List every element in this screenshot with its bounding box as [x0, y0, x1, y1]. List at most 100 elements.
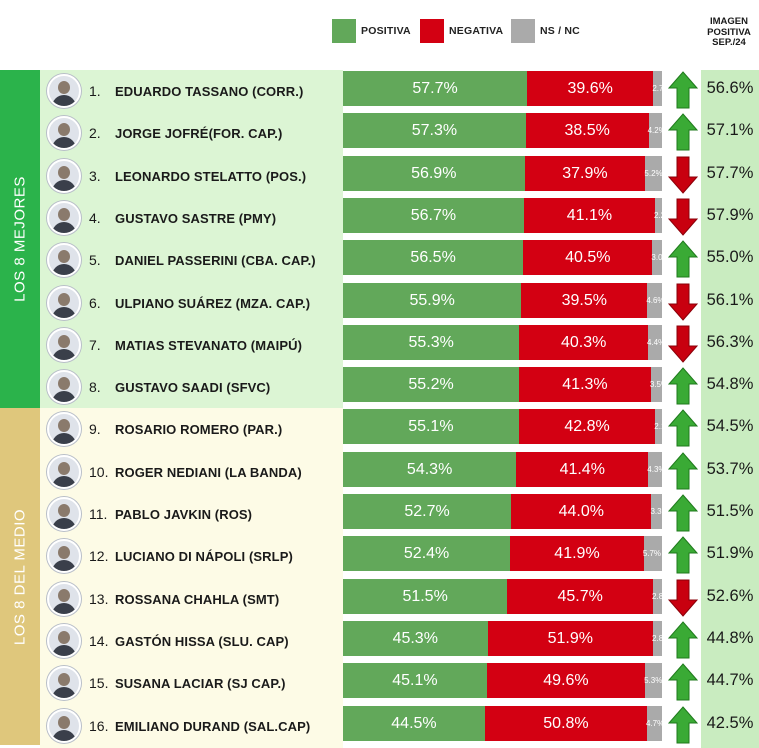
imagen-positiva-value: 44.7%	[706, 671, 754, 690]
legend-label-positiva: POSITIVA	[361, 25, 411, 37]
data-label-positiva: 57.7%	[412, 80, 458, 97]
avatar	[47, 116, 81, 151]
avatar-body	[52, 95, 76, 106]
chart-row: 15. SUSANA LACIAR (SJ CAP.) 45.1% 49.6% 5.3%…	[0, 662, 759, 706]
header-line-1: IMAGEN	[710, 16, 748, 27]
row-background	[40, 619, 343, 663]
data-label-nsnc: 4.7%	[646, 718, 665, 728]
avatar	[47, 327, 81, 362]
imagen-positiva-value: 44.8%	[706, 628, 754, 647]
row-background	[40, 196, 343, 240]
avatar-body	[52, 602, 76, 614]
avatar	[47, 497, 81, 531]
trend-up-arrow-icon	[668, 113, 698, 151]
imagen-positiva-value: 42.5%	[706, 713, 754, 732]
data-label-positiva: 55.2%	[408, 376, 454, 394]
chart-row: 10. ROGER NEDIANI (LA BANDA) 54.3% 41.4% 4.3…	[0, 450, 759, 494]
imagen-positiva-cell: 51.9%	[701, 535, 759, 579]
bar-segment-nsnc: 4.6%	[646, 282, 665, 318]
bar-segment-nsnc: 4.2%	[648, 113, 666, 149]
chart-row: 12. LUCIANO DI NÁPOLI (SRLP) 52.4% 41.9% 5.7…	[0, 535, 759, 579]
row-background	[40, 577, 343, 621]
stacked-bar: 57.7% 39.6% 2.7%	[343, 71, 671, 106]
imagen-positiva-value: 56.3%	[706, 332, 754, 351]
avatar-body	[52, 221, 76, 233]
imagen-positiva-value: 53.7%	[706, 459, 754, 478]
rank-label: 1.	[89, 83, 101, 99]
imagen-positiva-value: 57.9%	[706, 205, 754, 224]
data-label-positiva: 44.5%	[391, 714, 437, 732]
avatar-head	[58, 461, 70, 475]
trend-down-arrow-icon	[668, 579, 698, 617]
bar-segment-positiva: 45.3%	[343, 620, 488, 656]
category-label: EMILIANO DURAND (SAL.CAP)	[115, 718, 311, 734]
data-label-negativa: 51.9%	[547, 629, 593, 647]
avatar-head	[58, 165, 70, 179]
bar-segment-negativa: 38.5%	[525, 113, 649, 149]
trend-up-arrow-icon	[668, 240, 698, 278]
row-background	[40, 535, 343, 579]
data-label-nsnc: 2.8%	[652, 591, 671, 601]
imagen-positiva-value: 56.1%	[706, 290, 754, 309]
bar-segment-negativa: 50.8%	[484, 705, 647, 741]
bar-segment-nsnc: 3.5%	[650, 367, 668, 403]
data-label-negativa: 45.7%	[557, 587, 603, 605]
bar-segment-positiva: 44.5%	[343, 705, 485, 741]
bar-segment-positiva: 55.9%	[343, 282, 522, 318]
row-background	[40, 450, 343, 494]
bar-segment-nsnc: 2.8%	[652, 578, 670, 614]
bar-segment-positiva: 56.9%	[343, 155, 525, 191]
category-label: ULPIANO SUÁREZ (MZA. CAP.)	[115, 295, 311, 311]
bar-segment-positiva: 57.7%	[343, 71, 528, 106]
trend-up-arrow-icon	[668, 409, 698, 447]
avatar-body	[52, 391, 76, 403]
chart-row: 11. PABLO JAVKIN (ROS) 52.7% 44.0% 3.3% 51.5%	[0, 493, 759, 536]
trend-down-arrow-icon	[668, 156, 698, 194]
avatar	[47, 623, 81, 658]
chart-row: 8. GUSTAVO SAADI (SFVC) 55.2% 41.3% 3.5% 54.8…	[0, 366, 759, 410]
data-label-negativa: 37.9%	[562, 164, 608, 182]
trend-up-arrow-icon	[668, 621, 698, 659]
avatar-body	[52, 433, 76, 445]
imagen-positiva-cell: 54.5%	[701, 408, 759, 452]
rank-label: 16.	[89, 717, 109, 734]
row-background	[40, 323, 343, 367]
bar-segment-positiva: 55.2%	[343, 367, 520, 403]
data-label-positiva: 56.5%	[410, 249, 456, 267]
data-label-positiva: 45.3%	[392, 629, 438, 647]
rank-label: 4.	[89, 209, 101, 226]
avatar	[47, 412, 81, 447]
avatar-body	[52, 560, 76, 572]
rank-label: 15.	[89, 675, 109, 692]
bar-segment-positiva: 55.3%	[343, 324, 520, 360]
legend-label-nsnc: NS / NC	[540, 25, 580, 37]
imagen-positiva-value: 57.7%	[706, 163, 754, 182]
bar-segment-positiva: 55.1%	[343, 409, 519, 445]
chart-row: 1. EDUARDO TASSANO (CORR.) 57.7% 39.6% 2.7% 5…	[0, 70, 759, 113]
avatar	[47, 370, 81, 405]
avatar	[47, 158, 81, 193]
rank-label: 2.	[89, 125, 101, 142]
bar-segment-positiva: 54.3%	[343, 451, 517, 487]
bar-segment-negativa: 51.9%	[487, 620, 654, 656]
stacked-bar: 57.3% 38.5% 4.2%	[343, 113, 666, 149]
group-band-medio: LOS 8 DEL MEDIO	[0, 408, 40, 745]
trend-up-arrow-icon	[668, 71, 698, 109]
bar-segment-positiva: 56.7%	[343, 197, 524, 233]
bar-segment-nsnc: 2.2%	[654, 197, 672, 233]
data-label-nsnc: 5.3%	[644, 676, 663, 686]
data-label-nsnc: 4.6%	[646, 295, 665, 305]
avatar	[47, 666, 81, 701]
avatar-body	[52, 687, 76, 699]
chart-row: 2. JORGE JOFRÉ(FOR. CAP.) 57.3% 38.5% 4.2% 57…	[0, 112, 759, 156]
category-label: GASTÓN HISSA (SLU. CAP)	[115, 633, 289, 649]
stacked-bar: 55.3% 40.3% 4.4%	[343, 324, 665, 360]
legend-swatch-nsnc	[511, 19, 535, 43]
group-band-mejores: LOS 8 MEJORES	[0, 70, 40, 408]
rank-label: 12.	[89, 548, 109, 565]
data-label-nsnc: 2.7%	[652, 84, 671, 93]
bar-segment-positiva: 51.5%	[343, 578, 508, 614]
data-label-negativa: 38.5%	[564, 122, 610, 140]
row-background	[40, 281, 343, 325]
data-label-positiva: 55.3%	[408, 333, 454, 351]
